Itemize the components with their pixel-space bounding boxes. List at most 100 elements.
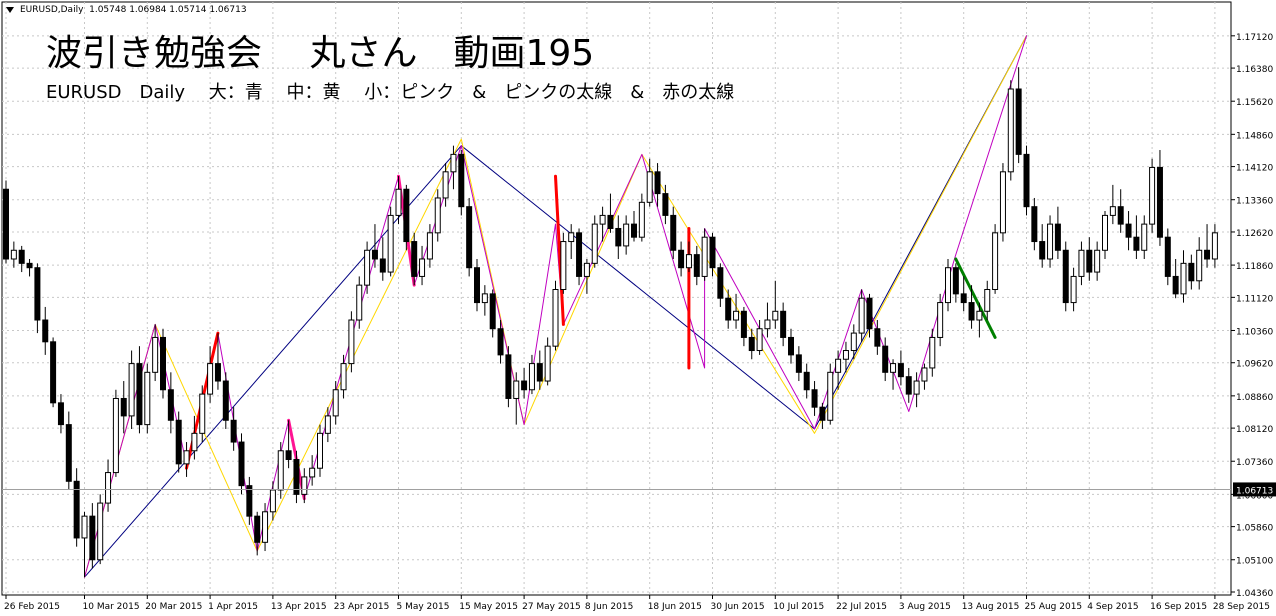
bear-candle xyxy=(293,458,300,495)
bear-candle xyxy=(1023,153,1030,208)
bear-candle xyxy=(536,363,543,382)
bull-candle xyxy=(434,197,441,234)
bear-candle xyxy=(968,302,975,321)
x-tick-label: 13 Aug 2015 xyxy=(962,602,1020,612)
bull-candle xyxy=(419,258,426,277)
bull-candle xyxy=(945,267,951,304)
y-tick-label: 1.14860 xyxy=(1236,131,1273,141)
x-tick-label: 10 Mar 2015 xyxy=(83,602,140,612)
bull-candle xyxy=(984,289,991,312)
bear-candle xyxy=(678,249,685,269)
bull-candle xyxy=(450,153,457,173)
bear-candle xyxy=(693,254,700,277)
wave-line-thick_red_2 xyxy=(554,174,565,326)
bull-candle xyxy=(1007,88,1014,173)
wave-line-mid xyxy=(84,35,1027,578)
bull-candle xyxy=(324,415,331,434)
x-tick-label: 25 Aug 2015 xyxy=(1025,602,1083,612)
bear-candle xyxy=(371,249,378,260)
bull-candle xyxy=(646,171,653,203)
bull-candle xyxy=(638,201,645,238)
bear-candle xyxy=(497,328,504,356)
bear-candle xyxy=(795,354,802,373)
bear-candle xyxy=(175,419,182,465)
bear-candle xyxy=(740,310,747,338)
y-tick-label: 1.16380 xyxy=(1236,65,1273,75)
bear-candle xyxy=(709,236,716,269)
y-tick-label: 1.04360 xyxy=(1236,589,1273,599)
bear-candle xyxy=(1172,275,1179,295)
wave-line-green xyxy=(954,257,997,339)
bear-candle xyxy=(874,328,881,347)
bull-candle xyxy=(207,363,214,395)
bull-candle xyxy=(262,511,269,543)
bear-candle xyxy=(246,485,253,517)
bear-candle xyxy=(160,336,166,391)
current-price-box xyxy=(1233,482,1276,497)
bear-candle xyxy=(489,293,496,330)
symbol-dropdown-icon[interactable] xyxy=(6,7,14,13)
bear-candle xyxy=(819,406,826,421)
bear-candle xyxy=(238,441,245,487)
y-tick-label: 1.11860 xyxy=(1236,262,1273,272)
y-tick-label: 1.08120 xyxy=(1236,425,1273,435)
bear-candle xyxy=(615,227,622,247)
x-tick-label: 13 Apr 2015 xyxy=(271,602,327,612)
bull-candle xyxy=(144,371,151,426)
bear-candle xyxy=(458,153,465,208)
current-price-tag: 1.06713 xyxy=(2,482,1276,497)
bull-candle xyxy=(81,515,88,539)
bull-candle xyxy=(921,367,928,382)
bull-candle xyxy=(1109,206,1116,216)
bull-candle xyxy=(112,397,119,474)
bear-candle xyxy=(1062,249,1069,304)
bull-candle xyxy=(827,371,834,421)
bull-candle xyxy=(10,249,17,260)
bull-candle xyxy=(128,363,135,417)
bull-candle xyxy=(1047,223,1054,260)
bull-candle xyxy=(544,345,551,382)
time-axis: 26 Feb 2015 10 Mar 2015 20 Mar 2015 1 Apr 2… xyxy=(4,595,1270,612)
bull-candle xyxy=(850,332,857,352)
bear-candle xyxy=(811,389,818,408)
bull-candle xyxy=(976,310,983,321)
bear-candle xyxy=(65,424,72,482)
bull-candle xyxy=(513,380,520,399)
bear-candle xyxy=(411,241,418,277)
x-tick-label: 30 Jun 2015 xyxy=(711,602,765,612)
bear-candle xyxy=(576,232,583,277)
bear-candle xyxy=(1015,88,1022,155)
y-tick-label: 1.11120 xyxy=(1236,294,1273,304)
bull-candle xyxy=(937,302,944,338)
bull-candle xyxy=(1141,223,1148,251)
bull-candle xyxy=(364,249,371,286)
bear-candle xyxy=(882,345,889,373)
bull-candle xyxy=(764,319,771,330)
bull-candle xyxy=(183,450,190,465)
bull-candle xyxy=(395,188,402,216)
bear-candle xyxy=(1086,249,1093,273)
bear-candle xyxy=(254,515,261,543)
bull-candle xyxy=(1094,249,1101,273)
bear-candle xyxy=(505,354,512,399)
bull-candle xyxy=(560,241,567,291)
x-tick-label: 22 Jul 2015 xyxy=(836,602,887,612)
bear-candle xyxy=(57,402,64,426)
x-tick-label: 28 Sep 2015 xyxy=(1213,602,1270,612)
bear-candle xyxy=(1031,206,1038,243)
bull-candle xyxy=(858,297,865,334)
bull-candle xyxy=(842,350,849,360)
candles xyxy=(3,67,1218,578)
x-tick-label: 3 Aug 2015 xyxy=(899,602,951,612)
bear-candle xyxy=(18,249,25,264)
x-tick-label: 15 May 2015 xyxy=(459,602,518,612)
bear-candle xyxy=(1117,206,1124,225)
bear-candle xyxy=(1054,223,1061,251)
x-tick-label: 23 Apr 2015 xyxy=(334,602,390,612)
bear-candle xyxy=(474,267,480,304)
bear-candle xyxy=(1164,236,1171,277)
x-tick-label: 16 Sep 2015 xyxy=(1150,602,1207,612)
bull-candle xyxy=(623,223,630,247)
bull-candle xyxy=(348,319,355,365)
